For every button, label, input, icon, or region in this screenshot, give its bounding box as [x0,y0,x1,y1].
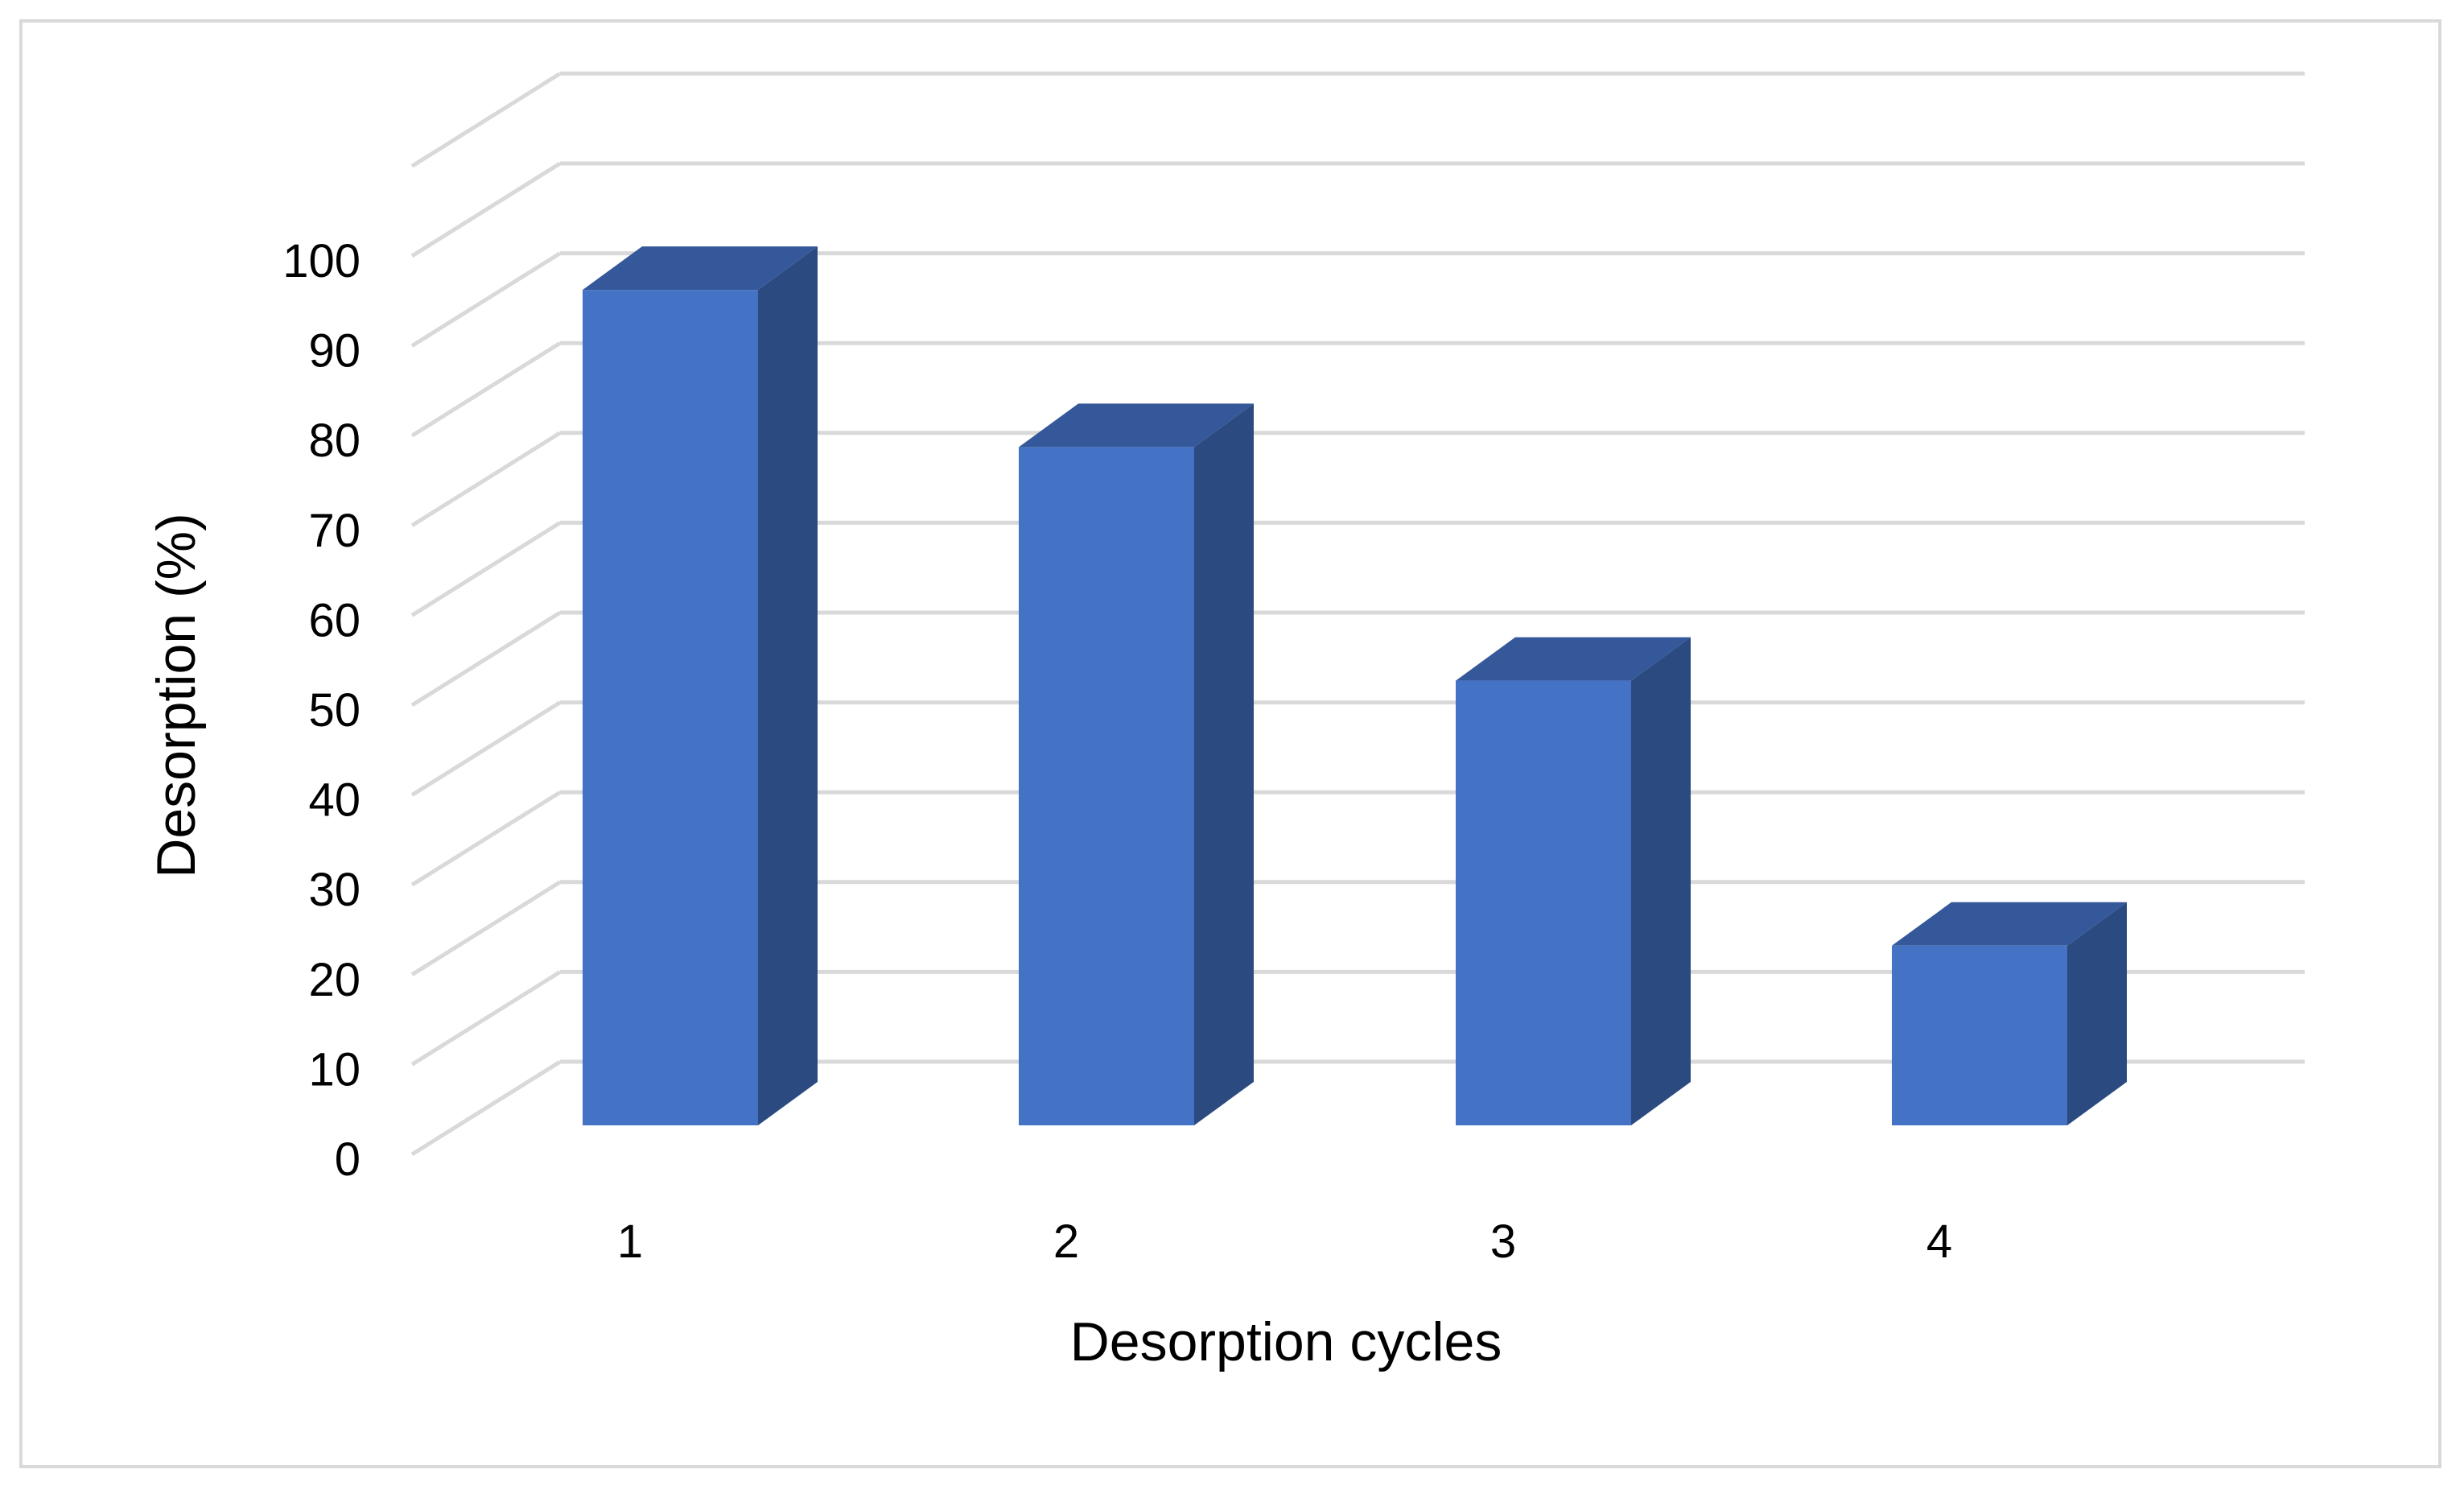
gridlines [410,71,2305,1157]
x-tick-label: 2 [1053,1216,1079,1268]
y-axis-ticks: 0 10 20 30 40 50 60 70 80 90 100 [282,235,361,1186]
gridline-diagonal [410,610,562,708]
y-tick-label: 50 [308,684,361,737]
y-tick-label: 30 [308,864,361,916]
y-tick-label: 40 [308,774,361,827]
x-axis-title: Desorption cycles [1070,1311,1502,1372]
bar-top-face [583,246,818,291]
bar-front-face [1019,447,1194,1125]
gridline-diagonal [410,970,562,1067]
y-tick-label: 10 [308,1043,361,1096]
gridline-diagonal [410,251,562,348]
bar-top-face [1019,403,1254,448]
gridline-diagonal [410,790,562,887]
x-tick-label: 1 [617,1216,643,1268]
x-tick-label: 4 [1926,1216,1952,1268]
bar-2 [1019,403,1254,1125]
y-tick-label: 100 [282,235,361,287]
gridline-diagonal [410,1059,562,1157]
bar-3 [1456,637,1691,1125]
gridline-diagonal [410,521,562,617]
bar-side-face [758,246,818,1125]
y-tick-label: 0 [335,1133,361,1186]
y-tick-label: 60 [308,594,361,646]
y-axis-title: Desorption (%) [146,513,207,878]
y-tick-label: 20 [308,954,361,1006]
bar-top-face [1456,637,1691,681]
bar-top-face [1892,902,2127,946]
gridline-diagonal [410,161,562,258]
y-tick-label: 70 [308,505,361,557]
y-tick-label: 80 [308,415,361,467]
gridline-diagonal [410,700,562,797]
bar-1 [583,246,818,1125]
gridline-diagonal [410,431,562,527]
gridline-diagonal [410,72,562,168]
bar-side-face [1631,637,1691,1125]
x-axis-ticks: 1 2 3 4 [617,1216,1952,1268]
bar-front-face [1892,945,2067,1125]
bar-front-face [1456,680,1631,1125]
gridline-diagonal [410,341,562,438]
gridline-diagonal [410,880,562,976]
bar-side-face [2067,902,2127,1125]
y-tick-label: 90 [308,325,361,378]
bar-front-face [583,290,758,1125]
bar-side-face [1194,403,1254,1125]
x-tick-label: 3 [1490,1216,1516,1268]
bar-4 [1892,902,2127,1125]
bars [583,246,2127,1125]
